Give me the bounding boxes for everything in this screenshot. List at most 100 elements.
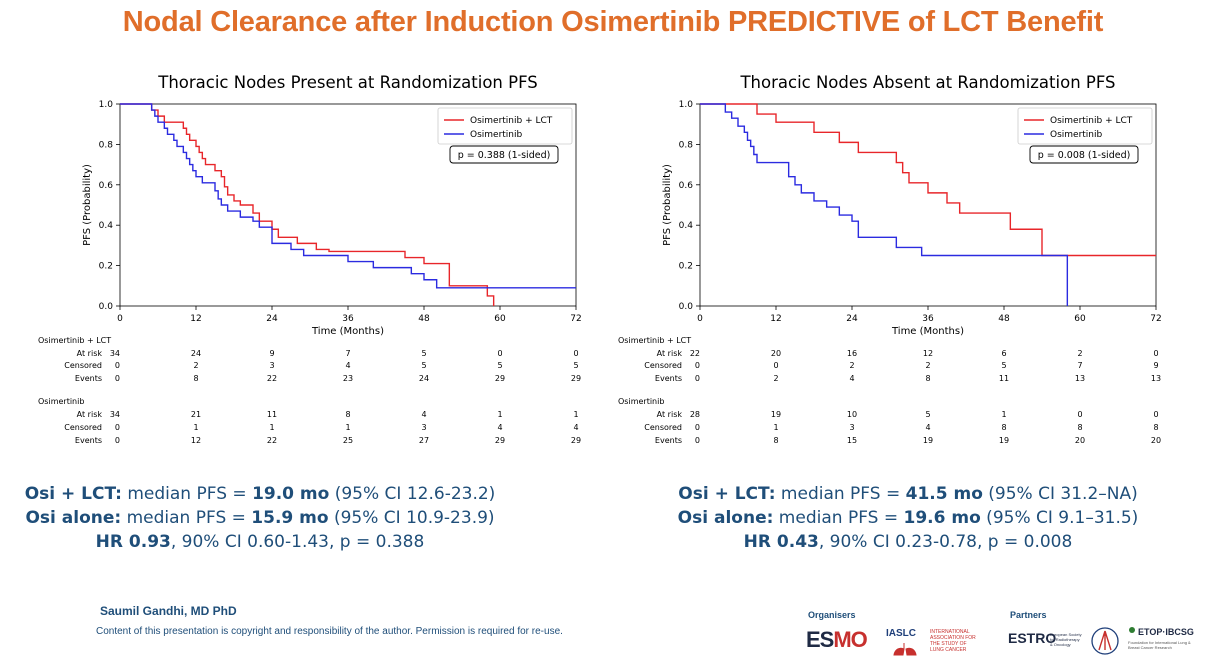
risk-value: 0	[1153, 410, 1158, 419]
risk-row-label: Censored	[64, 361, 102, 370]
risk-value: 5	[497, 361, 502, 370]
x-axis-label: Time (Months)	[891, 326, 964, 337]
risk-value: 0	[1153, 349, 1158, 358]
lungs-icon	[893, 643, 917, 656]
risk-value: 12	[923, 349, 933, 358]
risk-value: 3	[421, 423, 426, 432]
risk-value: 20	[771, 349, 781, 358]
risk-row-label: Censored	[644, 423, 682, 432]
y-axis-label: PFS (Probability)	[82, 164, 93, 246]
summary-lct-median: 41.5 mo	[905, 484, 983, 504]
estro-logo: ESTRO	[1008, 630, 1057, 646]
risk-value: 5	[421, 349, 426, 358]
risk-value: 1	[269, 423, 274, 432]
iaslc-logo: IASLC	[886, 628, 916, 639]
summary-hr-rest: , 90% CI 0.60-1.43, p = 0.388	[170, 532, 425, 552]
risk-row-label: Censored	[644, 361, 682, 370]
y-tick-label: 0.2	[99, 262, 113, 272]
risk-value: 8	[1153, 423, 1158, 432]
x-tick-label: 72	[1150, 314, 1161, 324]
risk-value: 24	[191, 349, 201, 358]
risk-value: 8	[1077, 423, 1082, 432]
summary-lct-line: Osi + LCT: median PFS = 19.0 mo (95% CI …	[0, 482, 560, 506]
risk-row-label: At risk	[657, 410, 683, 419]
y-tick-label: 0.6	[99, 181, 114, 191]
risk-value: 8	[773, 436, 778, 445]
risk-row-label: Events	[655, 374, 682, 383]
km-curve-osi	[700, 103, 1069, 306]
x-tick-label: 36	[342, 314, 354, 324]
risk-value: 22	[267, 374, 277, 383]
x-tick-label: 36	[922, 314, 934, 324]
estro-subtitle: European Society for Radiotherapy & Onco…	[1050, 632, 1082, 647]
legend-box	[437, 107, 573, 145]
summary-osi-median: 19.6 mo	[903, 508, 981, 528]
risk-value: 29	[495, 436, 505, 445]
risk-row-label: Events	[655, 436, 682, 445]
risk-value: 1	[193, 423, 198, 432]
risk-value: 5	[421, 361, 426, 370]
x-tick-label: 72	[570, 314, 581, 324]
risk-row-label: At risk	[657, 349, 683, 358]
pvalue-box	[449, 145, 559, 164]
risk-value: 21	[191, 410, 201, 419]
risk-value: 4	[925, 423, 930, 432]
iaslc-subtitle: INTERNATIONAL ASSOCIATION FOR THE STUDY …	[930, 629, 976, 653]
legend: Osimertinib + LCT Osimertinib	[1017, 107, 1153, 145]
risk-value: 1	[773, 423, 778, 432]
author-name: Saumil Gandhi, MD PhD	[100, 604, 237, 618]
risk-value: 0	[497, 349, 502, 358]
x-tick-label: 12	[770, 314, 781, 324]
chart-title: Thoracic Nodes Present at Randomization …	[157, 73, 538, 92]
y-axis-label: PFS (Probability)	[662, 164, 673, 246]
summary-osi-line: Osi alone: median PFS = 19.6 mo (95% CI …	[608, 506, 1208, 530]
risk-value: 19	[923, 436, 933, 445]
risk-row-label: At risk	[77, 410, 103, 419]
y-tick-label: 0.8	[679, 140, 694, 150]
risk-value: 8	[1001, 423, 1006, 432]
x-axis-label: Time (Months)	[311, 326, 384, 337]
risk-value: 5	[1001, 361, 1006, 370]
esmo-logo-a: ES	[806, 627, 834, 652]
risk-value: 0	[115, 374, 120, 383]
summary-lct-label: Osi + LCT:	[24, 484, 122, 504]
risk-value: 11	[267, 410, 277, 419]
organisers-label: Organisers	[808, 610, 856, 620]
y-tick-label: 0.0	[679, 302, 694, 312]
km-curve-osi	[120, 103, 576, 289]
legend-label-osi: Osimertinib	[1050, 130, 1103, 140]
risk-value: 0	[773, 361, 778, 370]
legend-label-lct: Osimertinib + LCT	[470, 116, 553, 126]
risk-value: 8	[345, 410, 350, 419]
y-tick-label: 0.8	[99, 140, 114, 150]
risk-value: 25	[343, 436, 353, 445]
summary-hr-rest: , 90% CI 0.23-0.78, p = 0.008	[818, 532, 1073, 552]
risk-value: 12	[191, 436, 201, 445]
risk-value: 1	[573, 410, 578, 419]
risk-value: 11	[999, 374, 1009, 383]
esmo-logo-b: MO	[833, 627, 867, 652]
risk-value: 20	[1151, 436, 1161, 445]
risk-value: 8	[193, 374, 198, 383]
risk-value: 2	[1077, 349, 1082, 358]
y-tick-label: 0.2	[679, 262, 693, 272]
chart-title: Thoracic Nodes Absent at Randomization P…	[739, 73, 1115, 92]
summary-lct-ci: (95% CI 31.2–NA)	[982, 484, 1138, 504]
risk-row-label: At risk	[77, 349, 103, 358]
summary-nodes-present: Osi + LCT: median PFS = 19.0 mo (95% CI …	[0, 482, 560, 554]
risk-value: 6	[1001, 349, 1006, 358]
summary-osi-label: Osi alone:	[25, 508, 122, 528]
summary-lct-ci: (95% CI 12.6-23.2)	[329, 484, 496, 504]
y-tick-label: 0.0	[99, 302, 114, 312]
risk-value: 27	[419, 436, 429, 445]
risk-group-title: Osimertinib	[618, 397, 664, 406]
risk-row-label: Events	[75, 374, 102, 383]
summary-hr-line: HR 0.43, 90% CI 0.23-0.78, p = 0.008	[608, 530, 1208, 554]
summary-osi-median: 15.9 mo	[251, 508, 329, 528]
etop-logo: ETOP·IBCSG	[1138, 627, 1194, 637]
km-chart-nodes-present: Thoracic Nodes Present at Randomization …	[38, 73, 582, 445]
risk-value: 10	[847, 410, 857, 419]
x-tick-label: 60	[1074, 314, 1086, 324]
y-tick-label: 1.0	[99, 100, 114, 110]
risk-value: 4	[849, 374, 854, 383]
